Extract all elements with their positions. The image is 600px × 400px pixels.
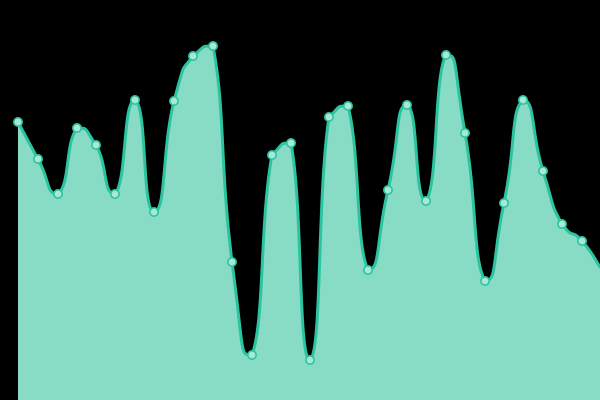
data-marker-group [13,40,587,365]
data-point-marker [401,100,412,111]
data-point-marker [537,166,548,177]
data-point-marker [32,154,43,165]
data-point-marker [382,185,393,196]
data-point-marker [169,96,180,107]
data-point-marker [149,207,160,218]
data-point-marker [576,236,587,247]
data-point-marker [556,219,567,230]
data-point-marker [498,198,509,209]
data-point-marker [72,123,83,134]
data-point-marker [208,40,219,51]
data-point-marker [342,101,353,112]
data-point-marker [188,50,199,61]
data-point-marker [362,264,373,275]
data-point-marker [304,354,315,365]
data-point-marker [440,49,451,60]
data-point-marker [130,95,141,106]
area-fill-path [18,46,600,400]
data-point-marker [266,150,277,161]
data-point-marker [13,117,23,128]
data-point-marker [91,140,102,151]
data-point-marker [247,349,258,360]
data-point-marker [110,189,121,200]
data-point-marker [420,196,431,207]
data-point-marker [323,112,334,123]
data-point-marker [227,256,238,267]
data-point-marker [285,138,296,149]
data-point-marker [479,275,490,286]
data-point-marker [517,95,528,106]
data-point-marker [459,128,470,139]
data-point-marker [52,189,63,200]
